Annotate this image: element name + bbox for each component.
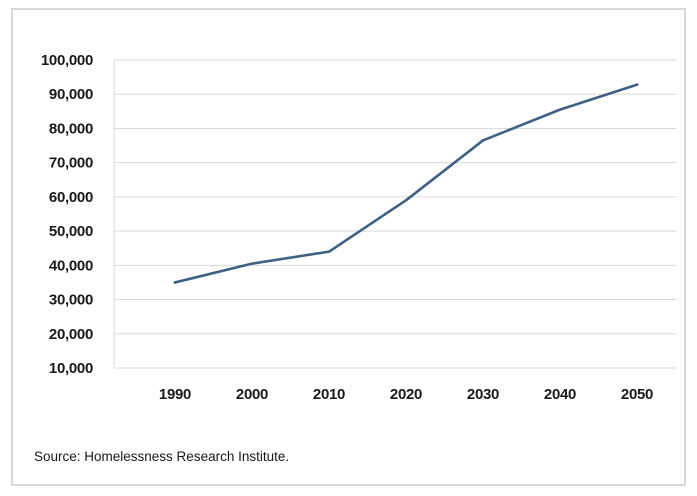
gridlines	[114, 59, 676, 369]
y-tick-label: 90,000	[49, 86, 93, 103]
x-tick-label: 2020	[390, 386, 422, 403]
x-tick-label: 2030	[467, 386, 499, 403]
y-tick-label: 40,000	[49, 257, 93, 274]
data-point	[404, 199, 408, 202]
x-tick-label: 2050	[621, 386, 653, 403]
x-tick-label: 2040	[544, 386, 576, 403]
series-layer	[173, 83, 639, 284]
data-point	[558, 108, 562, 111]
data-point	[327, 250, 331, 253]
y-tick-label: 100,000	[41, 52, 93, 69]
data-point	[481, 139, 485, 142]
x-tick-label: 1990	[159, 386, 191, 403]
y-tick-label: 80,000	[49, 120, 93, 137]
y-axis: 10,000 20,000 30,000 40,000 50,000 60,000 70,0…	[41, 52, 115, 377]
y-tick-label: 60,000	[49, 189, 93, 206]
data-point	[250, 262, 254, 265]
y-tick-label: 30,000	[49, 292, 93, 309]
x-tick-label: 2010	[313, 386, 345, 403]
chart-frame	[11, 8, 686, 486]
data-point	[173, 281, 177, 284]
y-tick-label: 70,000	[49, 155, 93, 172]
x-axis: 1990 2000 2010 2020 2030 2040 2050	[159, 386, 653, 403]
y-tick-label: 10,000	[49, 360, 93, 377]
data-point	[635, 83, 639, 86]
x-tick-label: 2000	[236, 386, 268, 403]
y-tick-label: 20,000	[49, 326, 93, 343]
series-line	[173, 83, 639, 284]
source-note: Source: Homelessness Research Institute.	[34, 449, 290, 464]
y-tick-label: 50,000	[49, 223, 93, 240]
